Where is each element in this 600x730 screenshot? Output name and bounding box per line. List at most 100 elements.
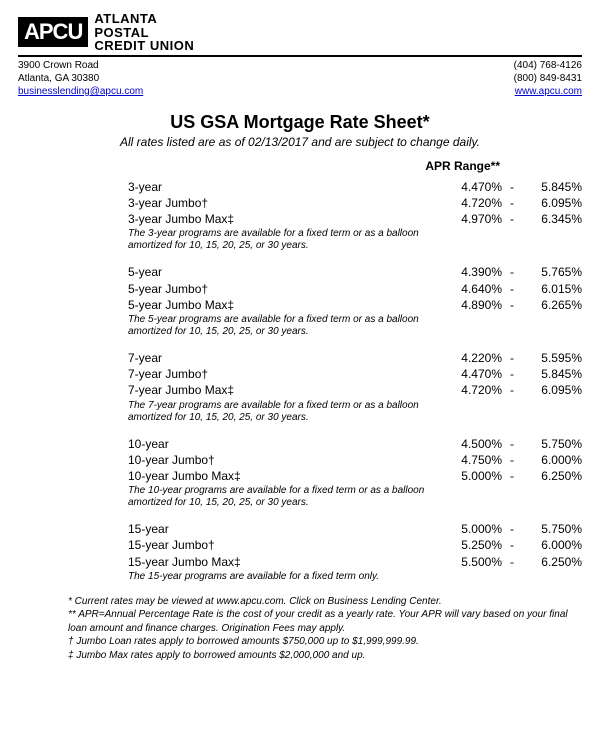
- apr-low: 4.720%: [442, 382, 502, 398]
- apr-range-header: APR Range**: [18, 159, 500, 173]
- term-label: 7-year Jumbo†: [128, 366, 318, 382]
- contact-row: 3900 Crown Road Atlanta, GA 30380 busine…: [18, 59, 582, 98]
- dash: -: [502, 179, 522, 195]
- apr-low: 4.500%: [442, 436, 502, 452]
- apr-range: 5.000%-5.750%: [422, 521, 582, 537]
- apr-high: 6.250%: [522, 554, 582, 570]
- apr-range: 4.470%-5.845%: [422, 366, 582, 382]
- rate-row: 3-year Jumbo† 4.720%-6.095%: [128, 195, 582, 211]
- apr-low: 5.250%: [442, 537, 502, 553]
- website-link[interactable]: www.apcu.com: [515, 86, 582, 97]
- apr-high: 6.095%: [522, 382, 582, 398]
- apr-high: 6.265%: [522, 297, 582, 313]
- apr-high: 5.750%: [522, 521, 582, 537]
- rate-group: 3-year 4.470%-5.845% 3-year Jumbo† 4.720%-6…: [18, 179, 582, 253]
- page-subtitle: All rates listed are as of 02/13/2017 an…: [18, 135, 582, 149]
- footnotes: * Current rates may be viewed at www.apc…: [18, 595, 582, 663]
- apr-range: 4.390%-5.765%: [422, 264, 582, 280]
- group-note: The 3-year programs are available for a …: [128, 228, 582, 252]
- apr-high: 6.000%: [522, 537, 582, 553]
- rate-groups: 3-year4.470%-5.845%3-year Jumbo†4.720%-6…: [18, 179, 582, 583]
- term-label: 5-year Jumbo†: [128, 281, 318, 297]
- dash: -: [502, 521, 522, 537]
- logo-badge: APCU: [18, 17, 88, 47]
- contact-right: (404) 768-4126 (800) 849-8431 www.apcu.c…: [514, 59, 582, 98]
- apr-range: 4.970%-6.345%: [422, 211, 582, 227]
- apr-range: 4.720%-6.095%: [422, 195, 582, 211]
- logo-text: ATLANTA POSTAL CREDIT UNION: [94, 12, 194, 53]
- dash: -: [502, 211, 522, 227]
- apr-range: 4.890%-6.265%: [422, 297, 582, 313]
- apr-range: 4.750%-6.000%: [422, 452, 582, 468]
- dash: -: [502, 195, 522, 211]
- term-label: 7-year Jumbo Max‡: [128, 382, 318, 398]
- dash: -: [502, 468, 522, 484]
- term-label: 15-year Jumbo†: [128, 537, 318, 553]
- address-line-2: Atlanta, GA 30380: [18, 72, 143, 85]
- term-label: 5-year Jumbo Max‡: [128, 297, 318, 313]
- dash: -: [502, 452, 522, 468]
- apr-high: 5.750%: [522, 436, 582, 452]
- rate-row: 10-year Jumbo† 4.750%-6.000%: [128, 452, 582, 468]
- apr-low: 4.640%: [442, 281, 502, 297]
- apr-high: 6.095%: [522, 195, 582, 211]
- apr-range: 5.250%-6.000%: [422, 537, 582, 553]
- term-label: 3-year: [128, 179, 318, 195]
- page-title: US GSA Mortgage Rate Sheet*: [18, 112, 582, 133]
- term-label: 5-year: [128, 264, 318, 280]
- apr-low: 4.470%: [442, 366, 502, 382]
- rate-group: 10-year 4.500%-5.750% 10-year Jumbo† 4.750%…: [18, 436, 582, 510]
- phone-1: (404) 768-4126: [514, 59, 582, 72]
- footnote-line: ‡ Jumbo Max rates apply to borrowed amou…: [68, 649, 582, 663]
- footnote-line: † Jumbo Loan rates apply to borrowed amo…: [68, 635, 582, 649]
- apr-range: 4.640%-6.015%: [422, 281, 582, 297]
- address-line-1: 3900 Crown Road: [18, 59, 143, 72]
- rate-group: 5-year 4.390%-5.765% 5-year Jumbo† 4.640%-6…: [18, 264, 582, 338]
- group-note: The 7-year programs are available for a …: [128, 400, 582, 424]
- rate-row: 3-year 4.470%-5.845%: [128, 179, 582, 195]
- apr-low: 4.720%: [442, 195, 502, 211]
- term-label: 15-year: [128, 521, 318, 537]
- rate-row: 3-year Jumbo Max‡ 4.970%-6.345%: [128, 211, 582, 227]
- apr-range: 5.500%-6.250%: [422, 554, 582, 570]
- apr-range: 5.000%-6.250%: [422, 468, 582, 484]
- term-label: 15-year Jumbo Max‡: [128, 554, 318, 570]
- rate-row: 15-year 5.000%-5.750%: [128, 521, 582, 537]
- apr-high: 5.845%: [522, 179, 582, 195]
- dash: -: [502, 297, 522, 313]
- term-label: 10-year Jumbo†: [128, 452, 318, 468]
- apr-low: 4.890%: [442, 297, 502, 313]
- apr-low: 4.220%: [442, 350, 502, 366]
- rate-group: 7-year4.220%-5.595%7-year Jumbo† 4.470%-5…: [18, 350, 582, 424]
- rate-row: 10-year Jumbo Max‡ 5.000%-6.250%: [128, 468, 582, 484]
- apr-low: 4.390%: [442, 264, 502, 280]
- term-label: 10-year Jumbo Max‡: [128, 468, 318, 484]
- rate-row: 15-year Jumbo Max‡ 5.500%-6.250%: [128, 554, 582, 570]
- dash: -: [502, 366, 522, 382]
- footnote-line: * Current rates may be viewed at www.apc…: [68, 595, 582, 609]
- rate-row: 7-year Jumbo† 4.470%-5.845%: [128, 366, 582, 382]
- apr-low: 5.000%: [442, 468, 502, 484]
- apr-high: 5.595%: [522, 350, 582, 366]
- apr-high: 6.250%: [522, 468, 582, 484]
- dash: -: [502, 281, 522, 297]
- rate-row: 15-year Jumbo† 5.250%-6.000%: [128, 537, 582, 553]
- group-note: The 15-year programs are available for a…: [128, 571, 582, 583]
- rate-row: 7-year4.220%-5.595%: [128, 350, 582, 366]
- rate-row: 7-year Jumbo Max‡ 4.720%-6.095%: [128, 382, 582, 398]
- apr-low: 4.750%: [442, 452, 502, 468]
- term-label: 3-year Jumbo†: [128, 195, 318, 211]
- dash: -: [502, 554, 522, 570]
- dash: -: [502, 382, 522, 398]
- group-note: The 5-year programs are available for a …: [128, 314, 582, 338]
- header: APCU ATLANTA POSTAL CREDIT UNION: [18, 12, 582, 57]
- apr-range: 4.720%-6.095%: [422, 382, 582, 398]
- apr-range: 4.500%-5.750%: [422, 436, 582, 452]
- group-note: The 10-year programs are available for a…: [128, 485, 582, 509]
- rate-row: 10-year 4.500%-5.750%: [128, 436, 582, 452]
- apr-low: 4.470%: [442, 179, 502, 195]
- email-link[interactable]: businesslending@apcu.com: [18, 86, 143, 97]
- contact-left: 3900 Crown Road Atlanta, GA 30380 busine…: [18, 59, 143, 98]
- term-label: 10-year: [128, 436, 318, 452]
- term-label: 3-year Jumbo Max‡: [128, 211, 318, 227]
